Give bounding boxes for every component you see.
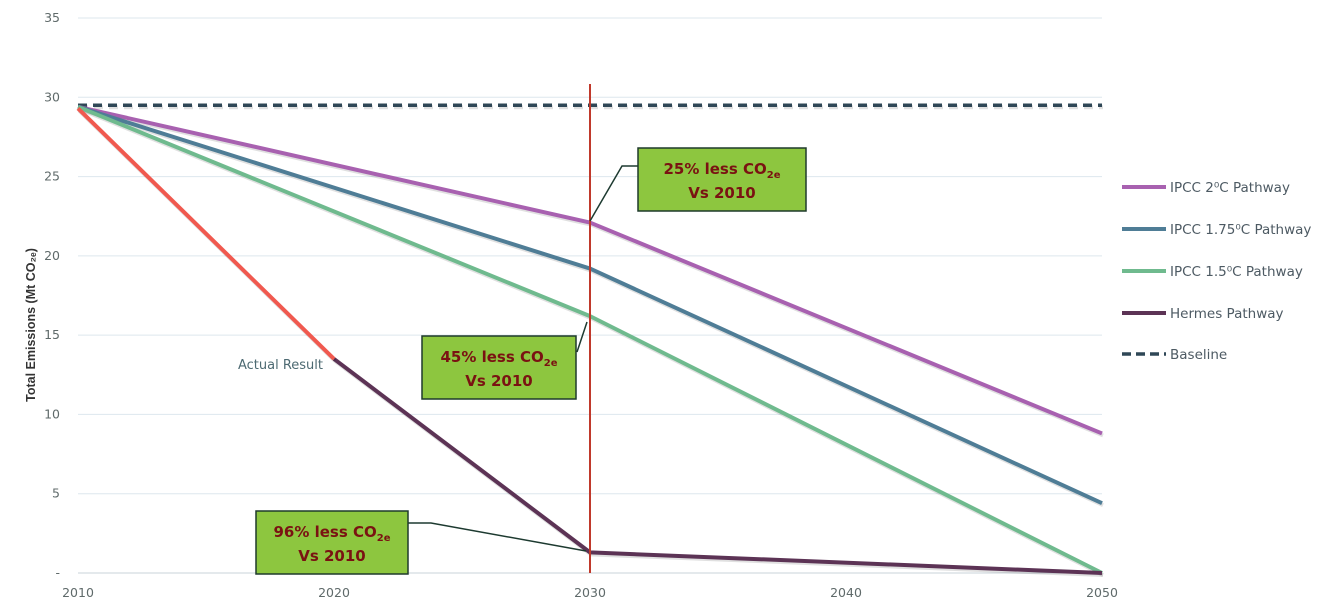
annotation-leader [408,522,587,552]
y-tick-label: 10 [44,406,60,421]
legend-label: IPCC 2⁰C Pathway [1170,180,1290,196]
y-tick-label: 20 [44,248,60,263]
annotations: 25% less CO2e Vs 2010 45% less CO2e Vs 2010… [255,147,807,575]
y-tick-label: 15 [44,327,60,342]
legend-item: IPCC 1.75⁰C Pathway [1122,222,1311,238]
legend-item: Hermes Pathway [1122,306,1284,322]
x-tick-label: 2050 [1086,585,1118,600]
annotation-subscript: 2e [767,170,781,181]
actual-result-label: Actual Result [238,358,323,373]
annotation-background [637,147,807,212]
annotation-background [421,335,577,400]
legend-label: IPCC 1.5⁰C Pathway [1170,264,1303,280]
legend-item: IPCC 2⁰C Pathway [1122,180,1290,196]
y-tick-label: 35 [44,10,60,25]
annotation-line1: 96% less CO2e [273,523,390,544]
annotation-subscript: 2e [544,358,558,369]
annotation-box-1: 25% less CO2e Vs 2010 [589,147,807,222]
annotation-line1: 45% less CO2e [440,348,557,369]
annotation-line1: 25% less CO2e [663,160,780,181]
x-tick-label: 2040 [830,585,862,600]
x-tick-label: 2030 [574,585,606,600]
y-tick-label: 25 [44,169,60,184]
legend-item: Baseline [1122,347,1227,363]
actual-result-line [76,106,336,361]
legend-label: Baseline [1170,347,1227,363]
y-tick-label: 30 [44,89,60,104]
annotation-line2: Vs 2010 [298,547,366,565]
annotation-line2: Vs 2010 [465,372,533,390]
y-tick-label: 5 [52,486,60,501]
annotation-line2: Vs 2010 [688,184,756,202]
x-tick-label: 2010 [62,585,94,600]
x-tick-label: 2020 [318,585,350,600]
annotation-box-3: 96% less CO2e Vs 2010 [255,510,587,575]
x-axis: 2010 2020 2030 2040 2050 [62,585,1118,600]
annotation-leader [589,165,638,222]
legend-item: IPCC 1.5⁰C Pathway [1122,264,1303,280]
y-tick-label: - [55,565,60,580]
legend: IPCC 2⁰C Pathway IPCC 1.75⁰C Pathway IPCC … [1122,180,1311,363]
y-axis: - 5 10 15 20 25 30 35 [44,10,60,580]
legend-label: IPCC 1.75⁰C Pathway [1170,222,1311,238]
y-axis-label: Total Emissions (Mt CO₂ₑ) [24,248,38,402]
legend-label: Hermes Pathway [1170,306,1284,322]
annotation-subscript: 2e [377,533,391,544]
annotation-leader [576,321,588,353]
annotation-box-2: 45% less CO2e Vs 2010 [421,321,588,400]
annotation-background [255,510,409,575]
